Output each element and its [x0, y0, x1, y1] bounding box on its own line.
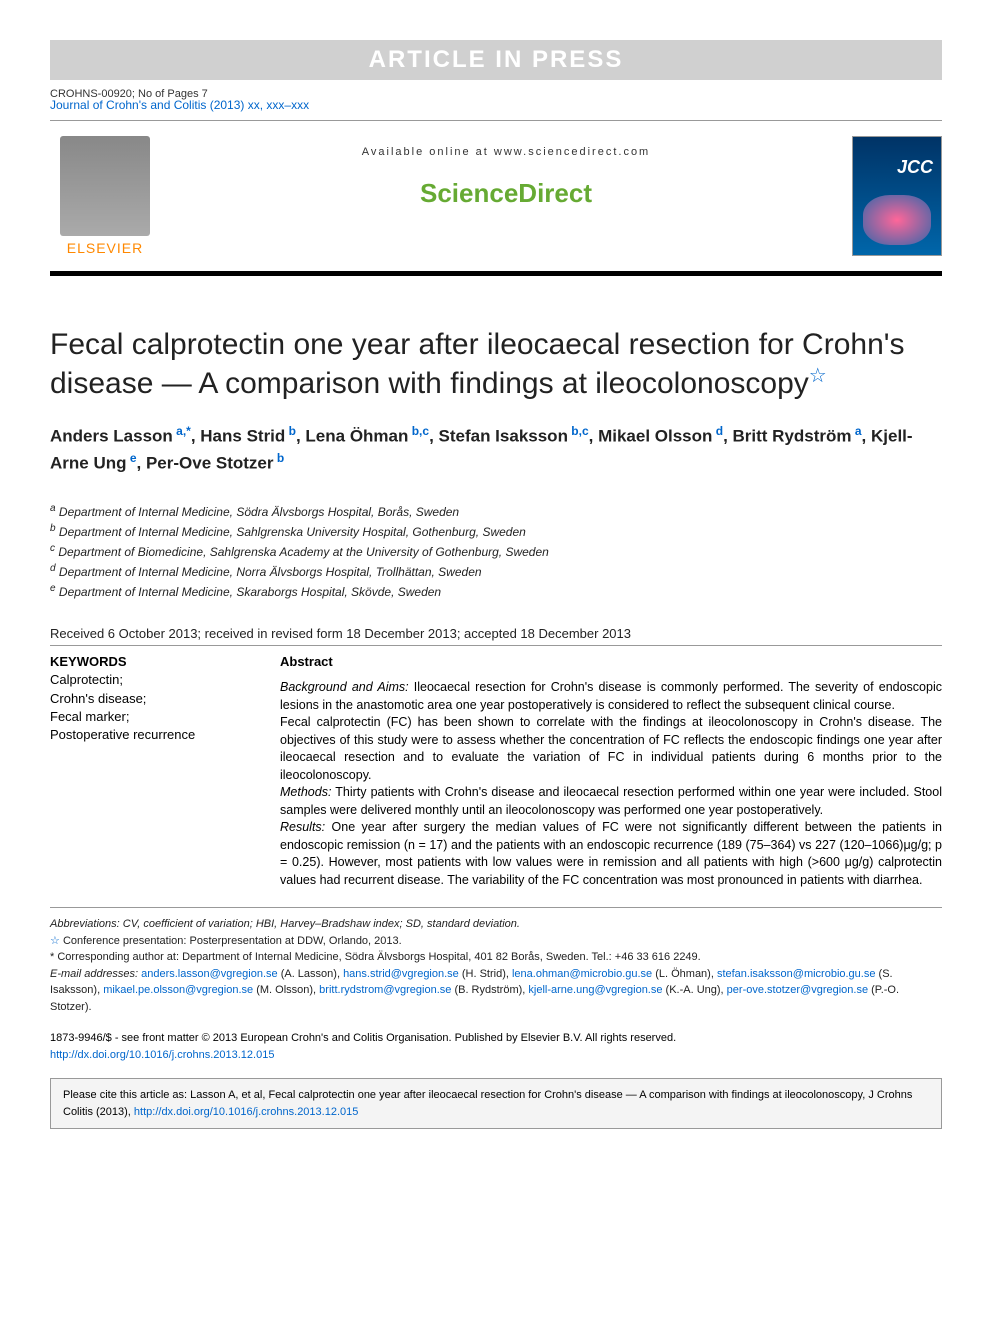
elsevier-text: ELSEVIER — [67, 240, 143, 256]
keywords-heading: KEYWORDS — [50, 654, 250, 669]
citation-box: Please cite this article as: Lasson A, e… — [50, 1078, 942, 1129]
abstract-text: Background and Aims: Ileocaecal resectio… — [280, 679, 942, 889]
abstract-box: Abstract Background and Aims: Ileocaecal… — [280, 654, 942, 889]
footnotes: Abbreviations: CV, coefficient of variat… — [50, 916, 942, 1015]
author-list: Anders Lasson a,*, Hans Strid b, Lena Öh… — [50, 422, 942, 476]
journal-cover-thumbnail[interactable] — [852, 136, 942, 256]
copyright-line: 1873-9946/$ - see front matter © 2013 Eu… — [50, 1030, 942, 1047]
banner-text: ARTICLE IN PRESS — [369, 46, 624, 73]
article-in-press-banner: ARTICLE IN PRESS CROHNS-00920; No of Pag… — [50, 40, 942, 80]
sciencedirect-logo[interactable]: ScienceDirect — [160, 178, 852, 209]
affiliations: a Department of Internal Medicine, Södra… — [50, 501, 942, 601]
title-text: Fecal calprotectin one year after ileoca… — [50, 328, 905, 400]
emails-line: E-mail addresses: anders.lasson@vgregion… — [50, 966, 942, 1016]
publisher-header: ELSEVIER Available online at www.science… — [50, 120, 942, 276]
abstract-heading: Abstract — [280, 654, 942, 669]
title-footnote-star-icon: ☆ — [809, 365, 827, 387]
article-title: Fecal calprotectin one year after ileoca… — [50, 326, 942, 402]
journal-reference[interactable]: Journal of Crohn's and Colitis (2013) xx… — [50, 98, 942, 112]
corresponding-author-line: * Corresponding author at: Department of… — [50, 949, 942, 966]
conference-line: ☆ Conference presentation: Posterpresent… — [50, 933, 942, 950]
elsevier-tree-icon — [60, 136, 150, 236]
elsevier-logo[interactable]: ELSEVIER — [50, 136, 160, 256]
keywords-box: KEYWORDS Calprotectin;Crohn's disease;Fe… — [50, 654, 250, 889]
document-id: CROHNS-00920; No of Pages 7 — [50, 88, 208, 100]
doi-link[interactable]: http://dx.doi.org/10.1016/j.crohns.2013.… — [50, 1049, 274, 1061]
abbreviations-line: Abbreviations: CV, coefficient of variat… — [50, 916, 942, 933]
citation-doi-link[interactable]: http://dx.doi.org/10.1016/j.crohns.2013.… — [134, 1106, 358, 1118]
available-online-text: Available online at www.sciencedirect.co… — [160, 146, 852, 158]
keywords-list: Calprotectin;Crohn's disease;Fecal marke… — [50, 671, 250, 744]
copyright-block: 1873-9946/$ - see front matter © 2013 Eu… — [50, 1030, 942, 1063]
article-dates: Received 6 October 2013; received in rev… — [50, 626, 942, 646]
